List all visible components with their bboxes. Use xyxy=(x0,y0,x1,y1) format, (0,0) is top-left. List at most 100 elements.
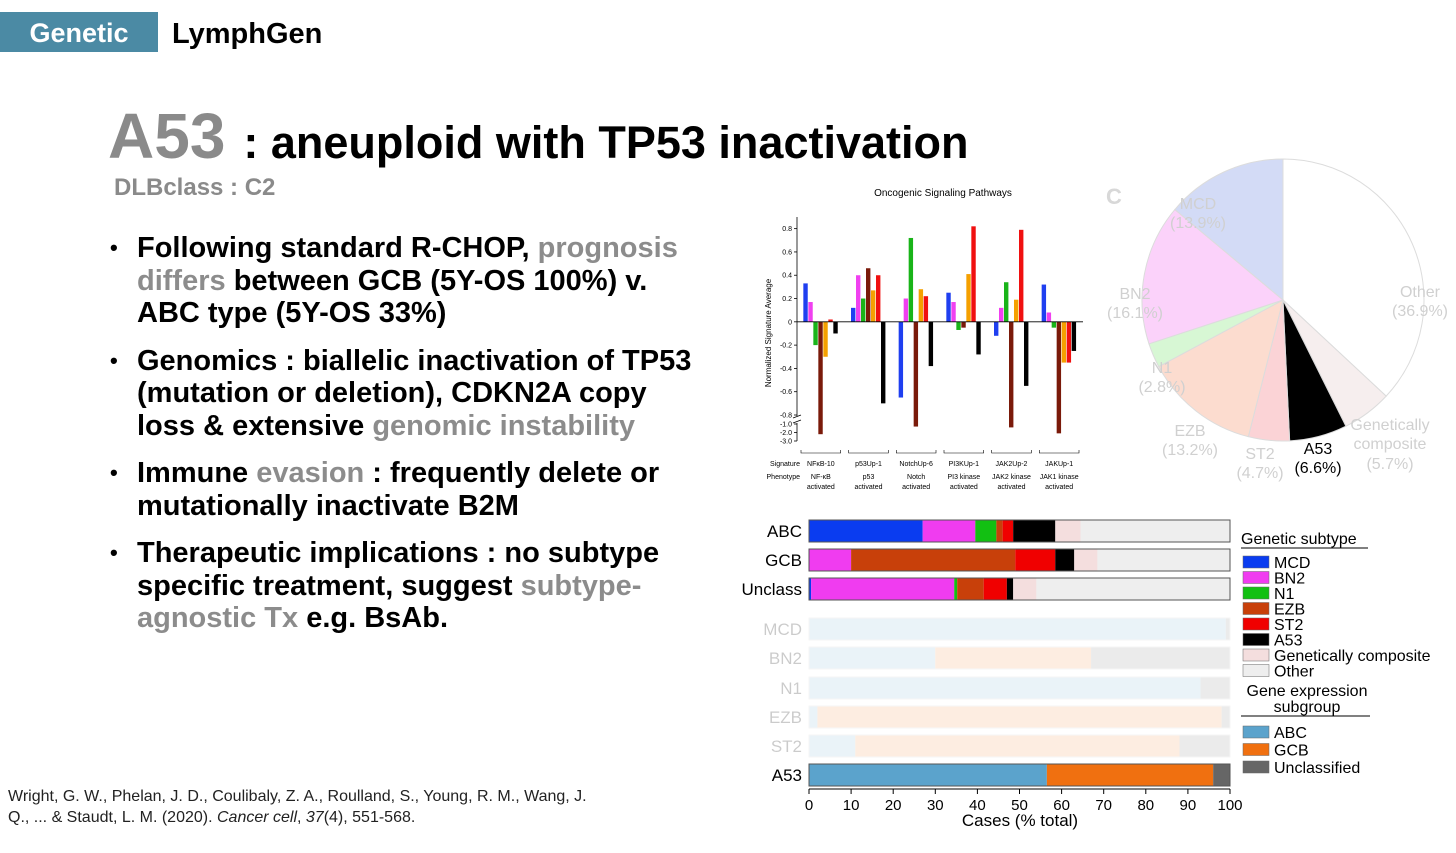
bar xyxy=(908,237,914,322)
bar xyxy=(1041,284,1047,322)
bar-row xyxy=(808,577,1231,601)
group-bracket xyxy=(991,450,1032,454)
bar xyxy=(808,302,813,322)
y-tick-label: ABC xyxy=(767,522,802,541)
y-tick-label: 0.2 xyxy=(782,296,792,303)
x-tick-label: 0 xyxy=(805,797,813,814)
bar xyxy=(928,321,934,367)
phenotype-label: PI3 kinase activated xyxy=(947,474,980,491)
phenotype-label: p53 activated xyxy=(854,474,882,491)
bullet: Following standard R-CHOP, prognosis dif… xyxy=(108,232,693,330)
row-frame xyxy=(808,734,1231,758)
slice-label: EZB xyxy=(1174,423,1205,440)
row-outline xyxy=(808,646,1231,670)
bar-segment xyxy=(1097,549,1230,571)
bar xyxy=(851,307,856,322)
bar-segment xyxy=(811,578,955,600)
legend-label: Other xyxy=(1274,664,1315,681)
bar xyxy=(823,321,828,357)
bar xyxy=(961,321,966,328)
bar-segment xyxy=(1091,647,1230,669)
bar-segment xyxy=(809,618,1226,640)
bar-segment xyxy=(809,764,1047,786)
header-title: LymphGen xyxy=(172,18,322,50)
y-tick-label: -1.0 xyxy=(780,422,792,429)
bullet: Genomics : biallelic inactivation of TP5… xyxy=(108,345,693,443)
bar xyxy=(1051,321,1057,328)
x-tick-label: 50 xyxy=(1011,797,1028,814)
bar xyxy=(999,307,1004,322)
bar xyxy=(966,274,971,322)
x-tick-label: JAKUp-1 xyxy=(1045,461,1073,468)
y-tick-label: ST2 xyxy=(771,737,802,756)
bullet-text: between GCB (5Y-OS 100%) v. ABC type (5Y… xyxy=(137,264,648,330)
pie-slice xyxy=(1141,208,1285,345)
bullet-text: Following standard R-CHOP, xyxy=(137,232,538,264)
bar xyxy=(976,321,981,355)
bar-segment xyxy=(1015,549,1056,571)
y-tick-label: 0.8 xyxy=(782,226,792,233)
slice-label: N1 xyxy=(1152,360,1173,377)
bullet-text: : frequently delete or mutationally inac… xyxy=(137,457,660,522)
bar xyxy=(1066,321,1072,363)
row-outline xyxy=(808,676,1231,700)
bar xyxy=(971,226,976,322)
bar xyxy=(994,321,999,336)
x-tick-label: 10 xyxy=(843,797,860,814)
axis-break xyxy=(792,414,802,424)
y-tick-label: -0.8 xyxy=(780,413,792,420)
bar xyxy=(1004,282,1009,322)
row-outline xyxy=(808,548,1231,572)
bar xyxy=(833,321,838,334)
bar-segment xyxy=(996,520,1003,542)
y-tick-label: 0 xyxy=(788,319,792,326)
y-tick-label: A53 xyxy=(772,766,802,785)
slice-value-label: (16.1%) xyxy=(1107,305,1163,322)
bullet-text: Immune xyxy=(137,457,257,489)
x-tick-label: 20 xyxy=(885,797,902,814)
bar-row xyxy=(808,617,1231,641)
slice-value-label: (13.2%) xyxy=(1162,442,1218,459)
bar-segment xyxy=(1179,735,1230,757)
bullet: Immune evasion : frequently delete or mu… xyxy=(108,457,693,522)
tag: Genetic xyxy=(29,18,128,48)
legend-swatch xyxy=(1242,664,1270,677)
phenotype-label: NF-κB activated xyxy=(807,474,835,491)
legend-label: N1 xyxy=(1274,586,1295,603)
legend-label: EZB xyxy=(1274,602,1305,619)
y-tick-label: 0.4 xyxy=(782,273,792,280)
slice-value-label: (36.9%) xyxy=(1392,303,1448,320)
bar-row xyxy=(808,705,1231,729)
chart-title: Oncogenic Signaling Pathways xyxy=(874,188,1012,199)
y-tick-label: -3.0 xyxy=(780,439,792,446)
row-outline xyxy=(808,617,1231,641)
legend-swatch xyxy=(1242,586,1270,600)
bar-segment xyxy=(809,549,852,571)
bar xyxy=(918,289,924,322)
citation-italic: Cancer cell xyxy=(216,809,298,826)
title-main: A53 xyxy=(108,100,225,172)
y-tick-label: -2.0 xyxy=(780,430,792,437)
bar xyxy=(1019,229,1024,322)
bar-segment xyxy=(983,578,1007,600)
bar-segment xyxy=(809,647,936,669)
legend-swatch xyxy=(1242,555,1270,569)
x-tick-label: 70 xyxy=(1095,797,1112,814)
bar-segment xyxy=(922,520,976,542)
bar-segment xyxy=(1055,520,1081,542)
slice-label: A53 xyxy=(1304,441,1333,458)
bar-segment xyxy=(809,520,923,542)
bullet-emphasis: subtype-agnostic Tx xyxy=(137,569,642,635)
group-bracket xyxy=(896,450,937,454)
legend-title: Genetic subtype xyxy=(1241,531,1357,548)
phenotype-label: JAK1 kinase activated xyxy=(1040,474,1079,491)
slice-label: Genetically composite xyxy=(1350,417,1429,453)
legend-swatch xyxy=(1242,633,1270,646)
row-label: Signature xyxy=(770,461,800,468)
legend-swatch xyxy=(1242,602,1270,615)
bullet-text: e.g. BsAb. xyxy=(298,602,449,634)
legend-swatch xyxy=(1242,760,1270,774)
legend-label: Unclassified xyxy=(1274,760,1360,777)
group-bracket xyxy=(1039,450,1080,454)
